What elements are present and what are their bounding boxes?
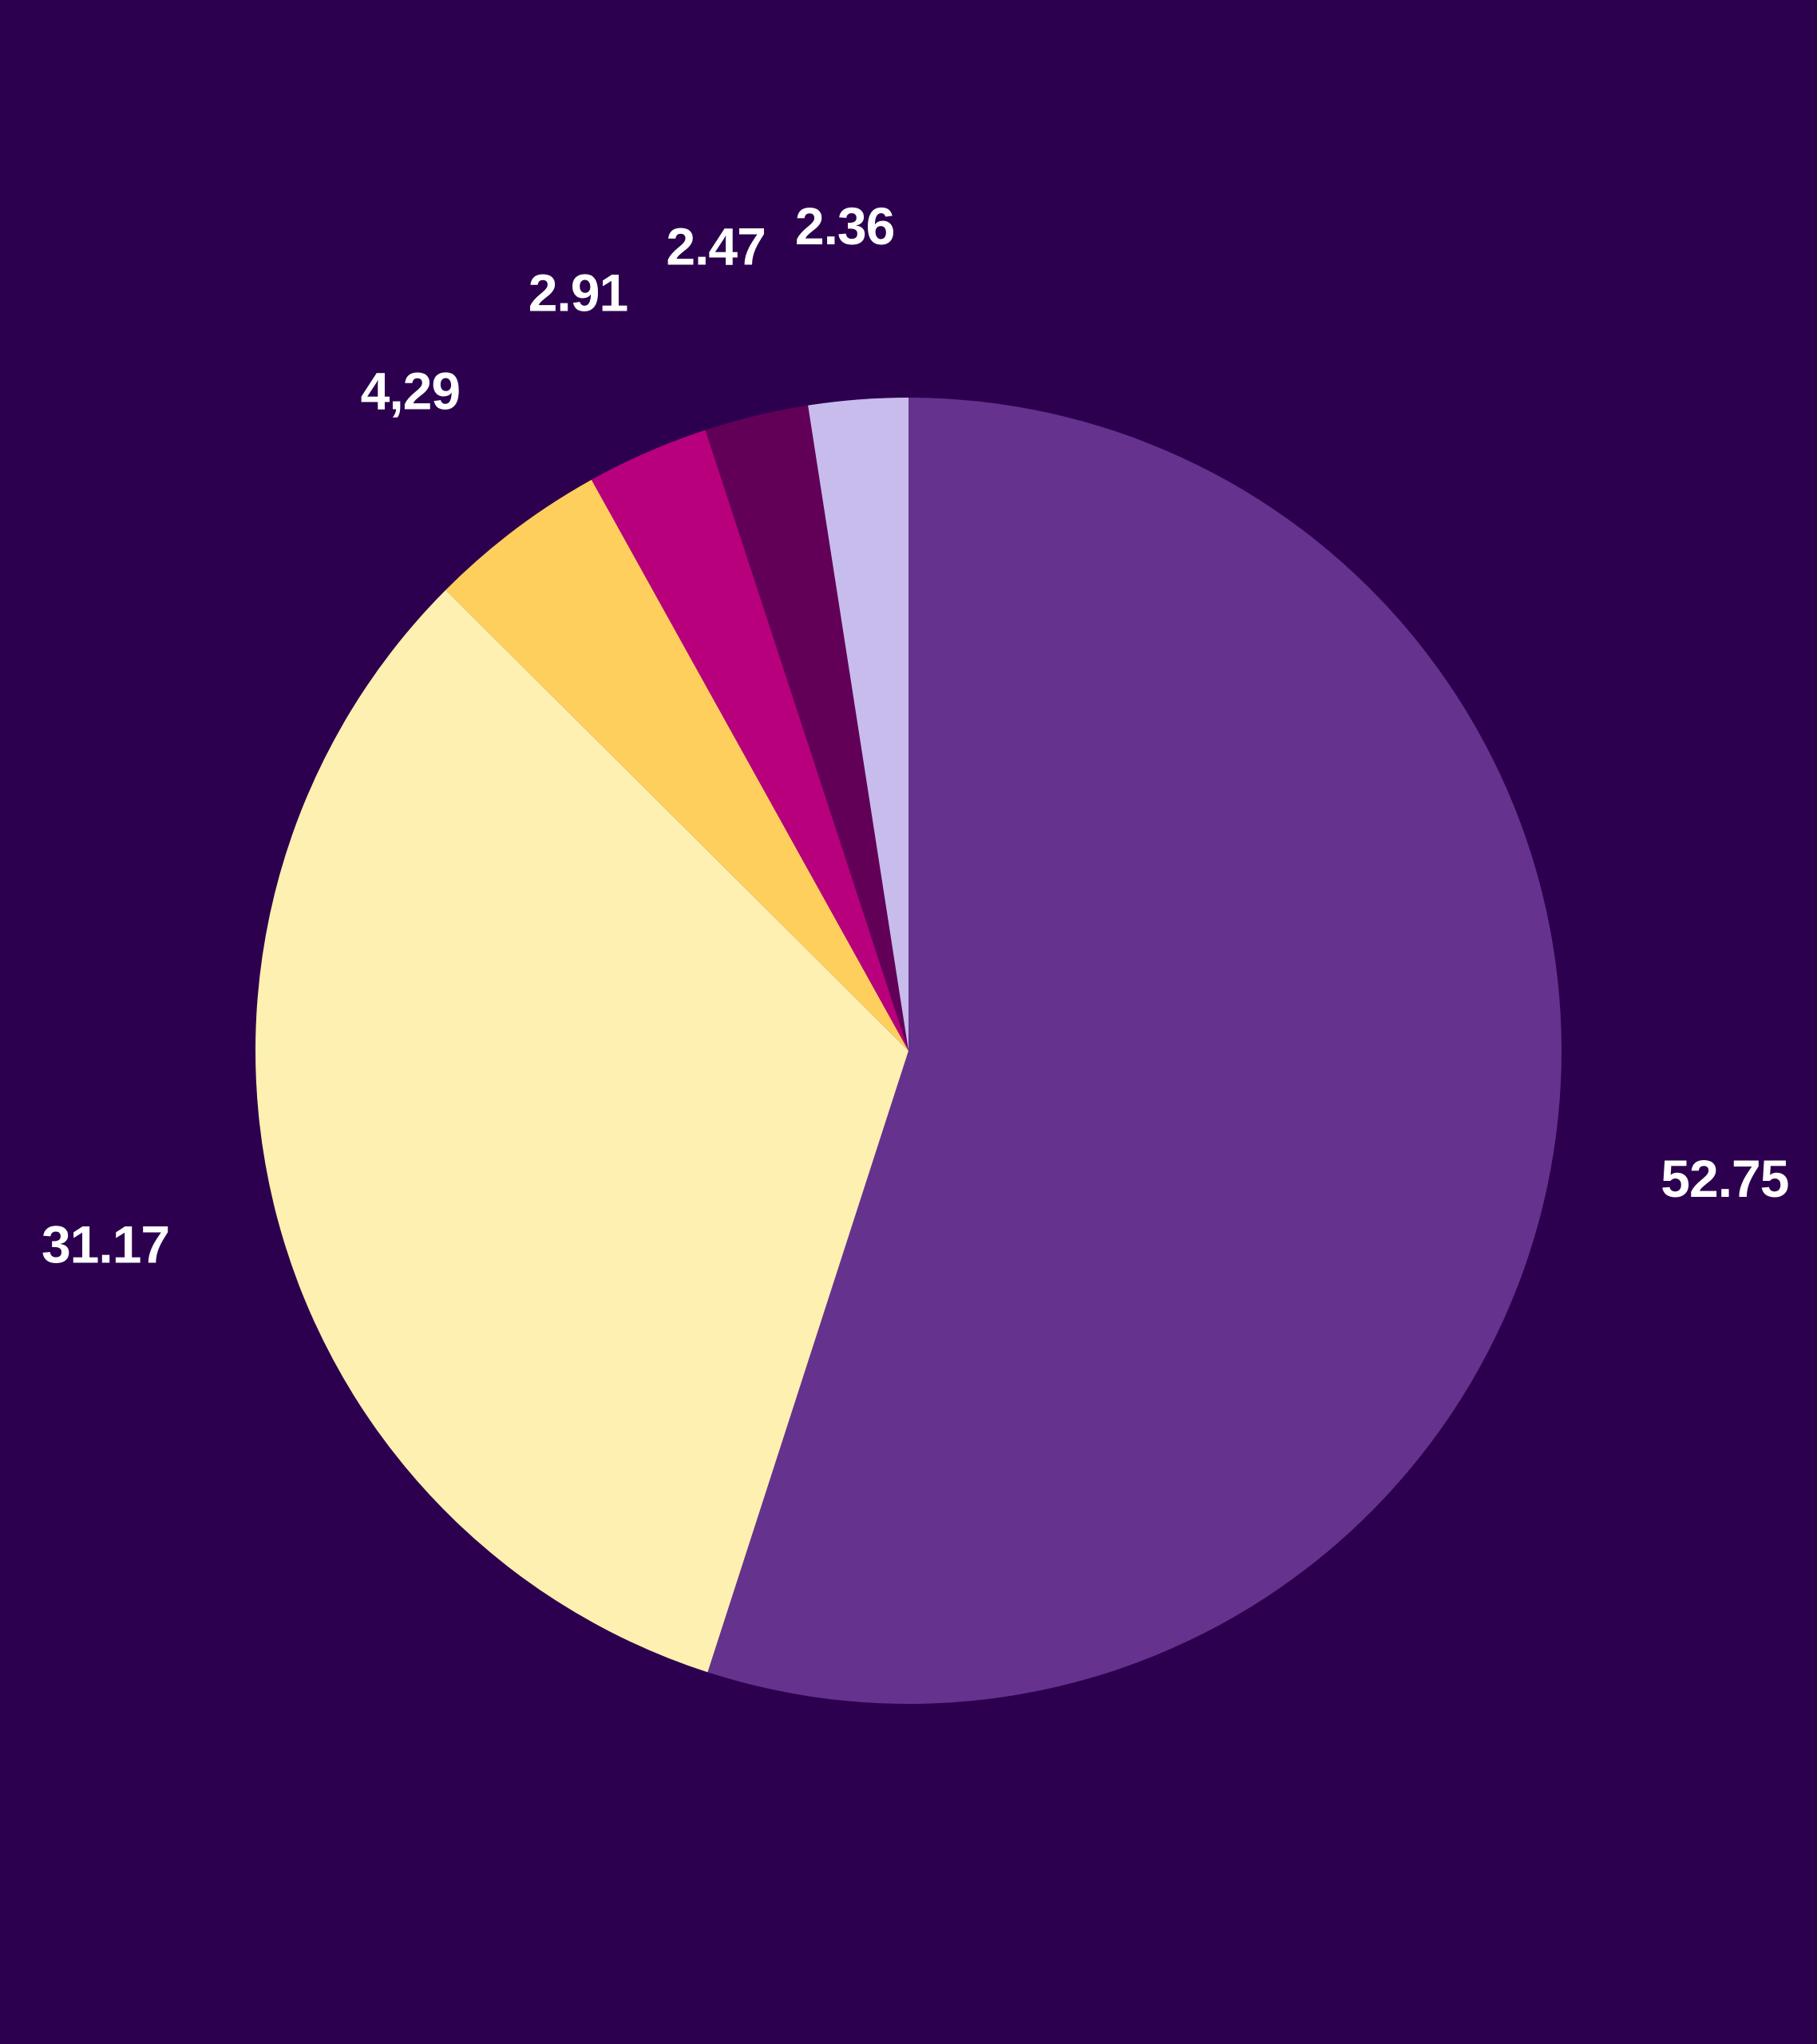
- slice-value-label-3: 4,29: [361, 361, 460, 420]
- slice-value-label-6: 2.36: [795, 196, 894, 256]
- slice-value-label-4: 2.91: [528, 263, 627, 322]
- pie-slice-4: [591, 430, 908, 1051]
- pie-slice-2: [255, 589, 909, 1673]
- slice-value-label-1: 52.75: [1661, 1149, 1788, 1208]
- pie-slice-3: [445, 479, 908, 1051]
- slice-value-label-5: 2.47: [666, 217, 765, 276]
- pie-slice-6: [808, 398, 908, 1051]
- pie-slice-1: [707, 398, 1562, 1704]
- pie-slices: [255, 398, 1562, 1704]
- pie-labels: 52.75 31.17 4,29 2.91 2.47 2.36: [42, 196, 1789, 1274]
- slice-value-label-2: 31.17: [42, 1215, 169, 1274]
- pie-slice-5: [705, 405, 908, 1051]
